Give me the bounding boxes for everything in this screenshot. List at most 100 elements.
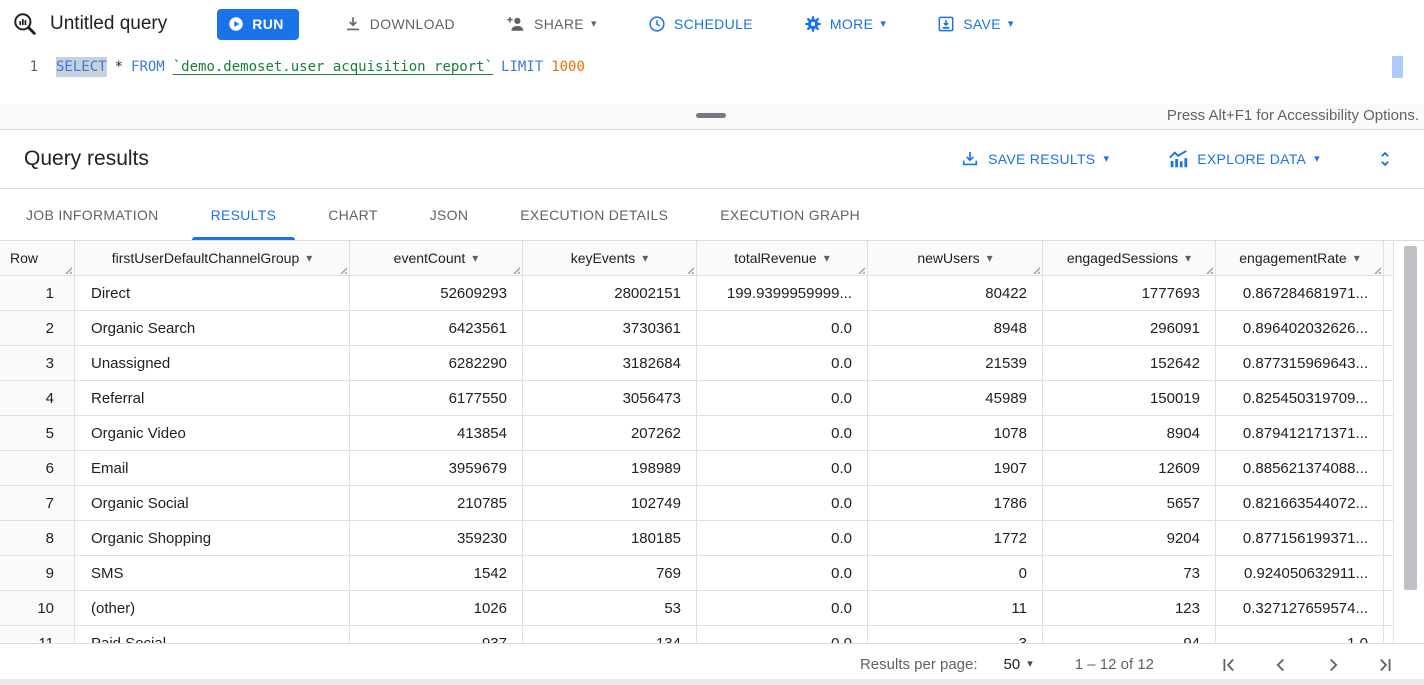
share-button[interactable]: SHARE ▾ [499,12,603,36]
unfold-icon [1374,148,1396,170]
column-header-keyEvents: keyEvents ▾ [523,241,697,275]
explore-chart-icon [1167,148,1189,170]
column-menu-caret-icon[interactable]: ▾ [823,251,830,265]
table-cell: 937 [350,626,523,643]
download-button[interactable]: DOWNLOAD [337,13,461,35]
column-menu-caret-icon[interactable]: ▾ [472,251,479,265]
table-cell: (other) [75,591,350,625]
column-resize-grip-icon[interactable] [1203,264,1213,274]
table-cell: 0.327127659574... [1216,591,1384,625]
sql-code-line[interactable]: 1 SELECT * FROM `demo.demoset.user_acqui… [0,57,1424,77]
explore-data-button[interactable]: EXPLORE DATA ▾ [1161,147,1326,171]
horizontal-scrollbar[interactable] [0,679,1424,685]
save-results-button[interactable]: SAVE RESULTS ▾ [954,148,1115,170]
column-resize-grip-icon[interactable] [337,264,347,274]
table-cell: 1907 [868,451,1043,485]
column-resize-grip-icon[interactable] [1371,264,1381,274]
row-number-cell: 6 [0,451,75,485]
table-cell: 94 [1043,626,1216,643]
table-cell: 3056473 [523,381,697,415]
table-cell: Paid Social [75,626,350,643]
table-cell: 3730361 [523,311,697,345]
row-number-cell: 4 [0,381,75,415]
column-resize-grip-icon[interactable] [1030,264,1040,274]
previous-page-button[interactable] [1270,654,1292,676]
editor-scrollbar-thumb[interactable] [1392,56,1403,78]
run-button[interactable]: RUN [217,8,299,40]
schedule-button[interactable]: SCHEDULE [641,13,759,35]
table-cell: 21539 [868,346,1043,380]
table-cell: 0.0 [697,381,868,415]
accessibility-hint: Press Alt+F1 for Accessibility Options. [1166,107,1419,124]
table-row: 3 Unassigned 6282290 3182684 0.0 21539 152642 0… [0,346,1393,381]
download-tray-icon [960,149,980,169]
column-resize-grip-icon[interactable] [855,264,865,274]
table-cell: 0.896402032626... [1216,311,1384,345]
column-header-label: engagedSessions [1066,250,1179,266]
pagination-footer: Results per page: 50 ▾ 1 – 12 of 12 [0,643,1424,685]
column-menu-caret-icon[interactable]: ▾ [306,251,313,265]
table-cell: 0.0 [697,416,868,450]
column-header-label: engagementRate [1239,250,1347,266]
column-resize-grip-icon[interactable] [684,264,694,274]
table-cell: 6282290 [350,346,523,380]
column-menu-caret-icon[interactable]: ▾ [1353,251,1360,265]
results-header: Query results SAVE RESULTS ▾ [0,130,1424,189]
table-cell: 152642 [1043,346,1216,380]
share-button-label: SHARE [534,16,584,32]
tab-job-information[interactable]: JOB INFORMATION [26,206,159,223]
page-size-value: 50 [1003,656,1021,673]
table-cell: 45989 [868,381,1043,415]
row-number-cell: 7 [0,486,75,520]
column-menu-caret-icon[interactable]: ▾ [642,251,649,265]
table-cell: 73 [1043,556,1216,590]
column-resize-grip-icon[interactable] [510,264,520,274]
table-cell: 199.9399959999... [697,276,868,310]
query-magnifier-icon [12,11,38,37]
sql-table-reference: `demo.demoset.user_acquisition_report` [172,59,494,75]
sql-star: * [114,59,124,75]
save-results-caret-icon: ▾ [1103,152,1110,165]
table-cell: 1078 [868,416,1043,450]
table-cell: 0.0 [697,521,868,555]
table-cell: SMS [75,556,350,590]
download-icon [343,14,363,34]
table-cell: 198989 [523,451,697,485]
page-size-select[interactable]: 50 ▾ [1004,656,1033,673]
column-menu-caret-icon[interactable]: ▾ [1185,251,1192,265]
tab-json[interactable]: JSON [429,206,469,223]
pane-drag-handle[interactable] [696,113,726,118]
last-page-button[interactable] [1374,654,1396,676]
table-cell: 150019 [1043,381,1216,415]
sql-editor[interactable]: 1 SELECT * FROM `demo.demoset.user_acqui… [0,48,1424,104]
table-row: 1 Direct 52609293 28002151 199.9399959999...… [0,276,1393,311]
save-button[interactable]: SAVE ▾ [930,13,1020,35]
table-cell: 0.0 [697,486,868,520]
line-number: 1 [29,59,38,75]
column-resize-grip-icon[interactable] [62,264,72,274]
save-button-label: SAVE [963,16,1001,32]
table-cell: 53 [523,591,697,625]
sql-keyword-select: SELECT [56,57,107,77]
column-header-firstUserDefaultChannelGroup: firstUserDefaultChannelGroup ▾ [75,241,350,275]
next-page-button[interactable] [1322,654,1344,676]
first-page-button[interactable] [1218,654,1240,676]
sql-keyword-limit: LIMIT [501,59,544,75]
more-button[interactable]: MORE ▾ [797,13,892,35]
tab-execution-details[interactable]: EXECUTION DETAILS [520,206,669,223]
pagination-range: 1 – 12 of 12 [1074,656,1154,673]
tab-results[interactable]: RESULTS [185,189,303,240]
column-header-Row: Row [0,241,75,275]
column-header-label: totalRevenue [734,250,817,266]
table-row: 11 Paid Social 937 134 0.0 3 94 1.0 [0,626,1393,643]
table-cell: 0.0 [697,591,868,625]
table-cell: 123 [1043,591,1216,625]
expand-results-button[interactable] [1368,147,1402,171]
tab-execution-graph[interactable]: EXECUTION GRAPH [720,206,861,223]
column-menu-caret-icon[interactable]: ▾ [986,251,993,265]
play-circle-icon [227,15,245,33]
table-cell: 102749 [523,486,697,520]
table-cell: Email [75,451,350,485]
tab-chart[interactable]: CHART [328,206,378,223]
table-scrollbar-thumb[interactable] [1404,246,1417,590]
